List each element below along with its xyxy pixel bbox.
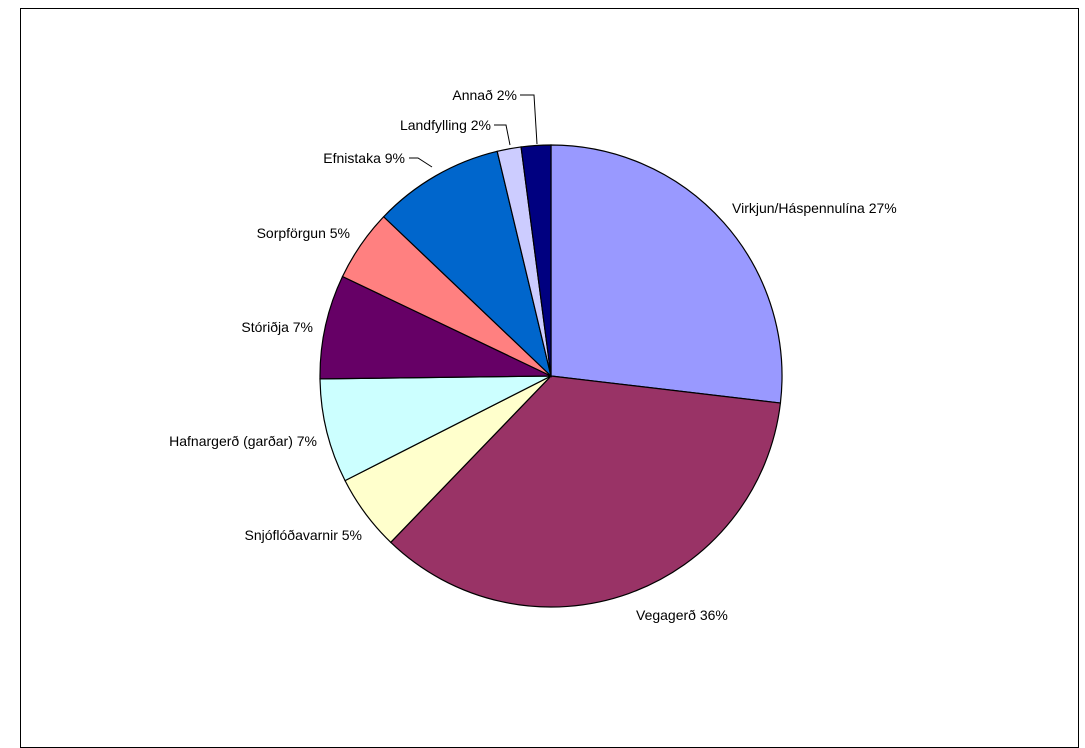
pie-slice-hafnargerd-gardar bbox=[319, 375, 552, 482]
pie-slice-annad bbox=[520, 144, 552, 377]
slice-label-snjoflodavarnir: Snjóflóðavarnir 5% bbox=[244, 527, 362, 543]
slice-label-storidja: Stóriðja 7% bbox=[241, 319, 313, 335]
slice-label-hafnargerd-gardar: Hafnargerð (garðar) 7% bbox=[169, 433, 317, 449]
slice-label-efnistaka: Efnistaka 9% bbox=[323, 150, 405, 166]
slice-label-vegagerd: Vegagerð 36% bbox=[636, 607, 728, 623]
pie-slice-vegagerd bbox=[389, 375, 782, 608]
pie-slice-storidja bbox=[319, 275, 552, 380]
pie-slice-virkjun-haspennulina bbox=[550, 144, 783, 404]
pie-slice-efnistaka bbox=[382, 150, 553, 378]
leader-line-efnistaka bbox=[409, 157, 433, 168]
slice-label-landfylling: Landfylling 2% bbox=[400, 117, 491, 133]
slice-label-annad: Annað 2% bbox=[452, 87, 517, 103]
leader-line-annad bbox=[520, 94, 538, 145]
slice-label-virkjun-haspennulina: Virkjun/Háspennulína 27% bbox=[732, 200, 897, 216]
leader-line-landfylling bbox=[494, 124, 511, 146]
slice-label-sorpforgun: Sorpförgun 5% bbox=[257, 225, 350, 241]
